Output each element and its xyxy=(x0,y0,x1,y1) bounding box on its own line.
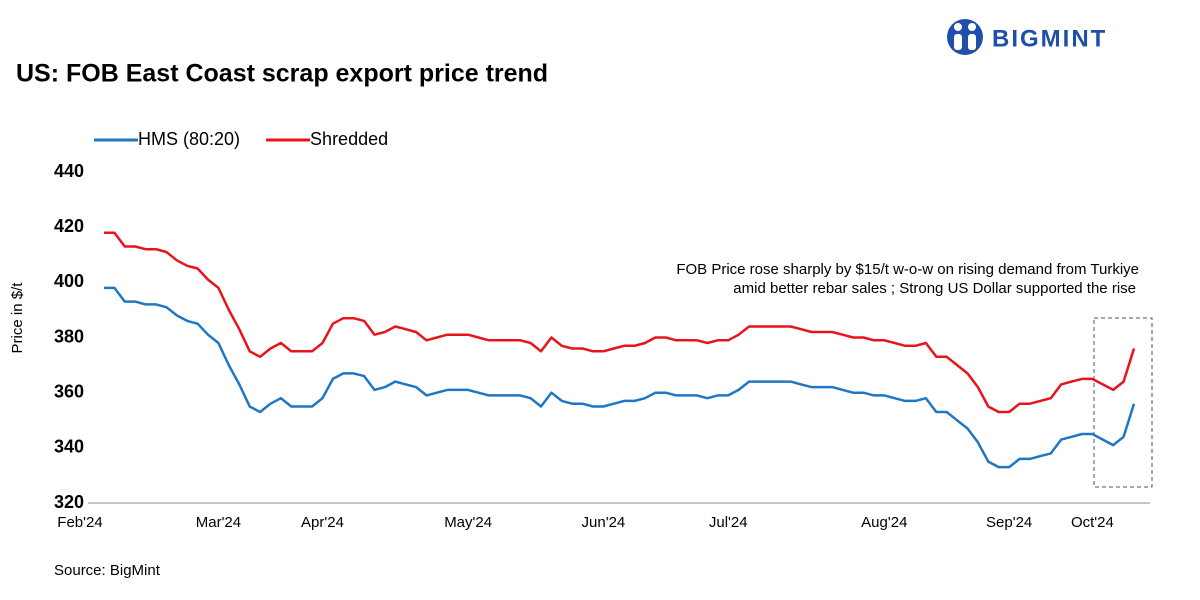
series-line xyxy=(104,231,1136,414)
source: Source: BigMint xyxy=(54,562,161,579)
y-tick-label: 360 xyxy=(54,381,84,401)
x-tick-label: May'24 xyxy=(444,514,492,531)
y-axis-label: Price in $/t xyxy=(9,282,26,354)
x-tick-label: Jun'24 xyxy=(582,514,626,531)
y-tick-label: 380 xyxy=(54,326,84,346)
x-tick-label: Apr'24 xyxy=(301,514,344,531)
series-line xyxy=(104,286,1136,469)
x-tick-label: Feb'24 xyxy=(57,514,102,531)
x-tick-label: Oct'24 xyxy=(1071,514,1114,531)
legend-label: HMS (80:20) xyxy=(138,129,240,149)
logo-text: BIGMINT xyxy=(992,25,1107,52)
y-tick-label: 420 xyxy=(54,216,84,236)
chart-title: US: FOB East Coast scrap export price tr… xyxy=(16,60,548,88)
y-tick-label: 340 xyxy=(54,437,84,457)
x-tick-label: Jul'24 xyxy=(709,514,748,531)
y-tick-label: 320 xyxy=(54,492,84,512)
highlight-box xyxy=(1093,317,1153,488)
annotation: FOB Price rose sharply by $15/t w-o-w on… xyxy=(676,261,1139,278)
x-tick-label: Sep'24 xyxy=(986,514,1032,531)
legend-label: Shredded xyxy=(310,129,388,149)
x-tick-label: Aug'24 xyxy=(861,514,907,531)
logo-icon xyxy=(947,19,983,55)
annotation: amid better rebar sales ; Strong US Doll… xyxy=(733,280,1136,297)
y-tick-label: 440 xyxy=(54,161,84,181)
x-tick-label: Mar'24 xyxy=(196,514,241,531)
y-tick-label: 400 xyxy=(54,271,84,291)
